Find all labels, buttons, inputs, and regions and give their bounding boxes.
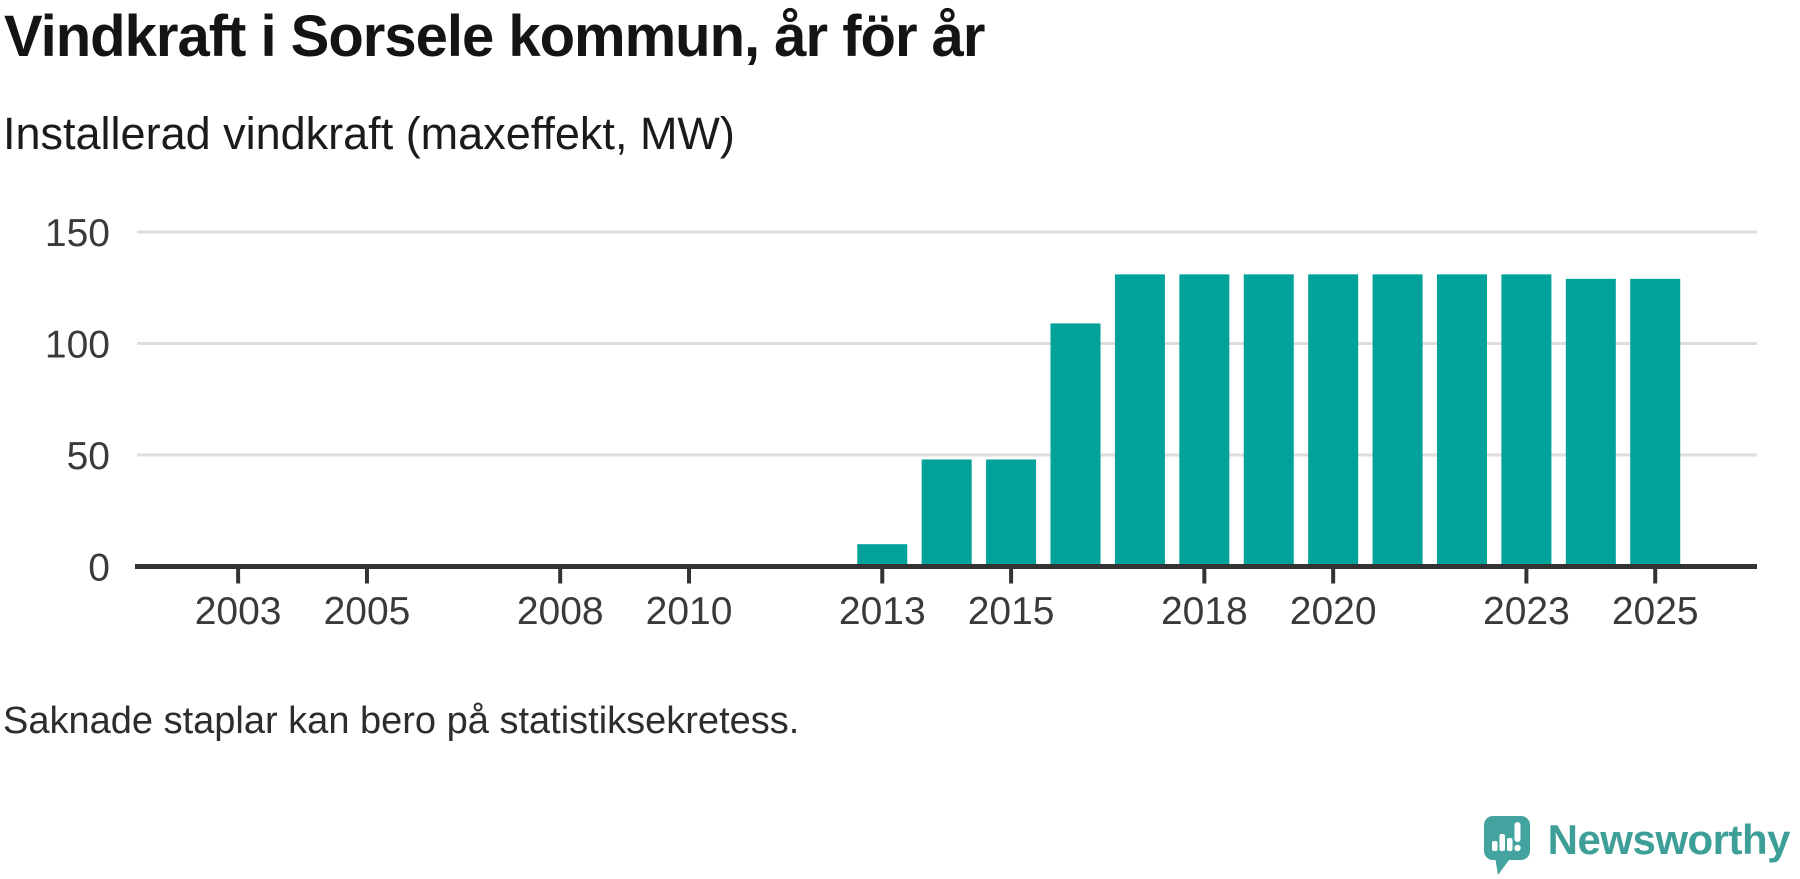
bar-2020 (1308, 274, 1359, 567)
x-tick-label: 2003 (195, 590, 282, 633)
bar-2021 (1372, 274, 1423, 567)
y-tick-label: 0 (88, 547, 110, 590)
bar-2016 (1050, 323, 1101, 567)
x-tick-label: 2023 (1483, 590, 1570, 633)
x-tick-label: 2005 (324, 590, 411, 633)
newsworthy-wordmark: Newsworthy (1547, 816, 1791, 863)
logo-exclamation-dot (1513, 844, 1521, 852)
x-tick-label: 2025 (1612, 590, 1699, 633)
x-tick-label: 2020 (1290, 590, 1377, 633)
logo-bar-3 (1506, 838, 1513, 851)
bar-chart: 2003 2005 2008 2010 2013 2015 2018 2020 2023 2025… (45, 212, 1757, 633)
y-tick-label: 50 (67, 435, 110, 478)
bar-2013 (857, 544, 908, 567)
newsworthy-icon (1483, 816, 1530, 875)
bar-2024 (1565, 278, 1616, 567)
x-tick-label: 2015 (968, 590, 1055, 633)
x-tick-label: 2018 (1161, 590, 1248, 633)
bar-2022 (1436, 274, 1487, 567)
newsworthy-logo: Newsworthy (1483, 815, 1791, 877)
footnote: Saknade staplar kan bero på statistiksek… (3, 700, 800, 742)
y-tick-label: 150 (45, 212, 110, 255)
bar-2019 (1243, 274, 1294, 567)
bar-2015 (986, 459, 1037, 567)
logo-bar-2 (1499, 834, 1505, 851)
logo-exclamation-bar (1514, 822, 1521, 842)
y-tick-label: 100 (45, 324, 110, 367)
x-tick-label: 2008 (517, 590, 604, 633)
x-tick-label: 2010 (646, 590, 733, 633)
bar-2018 (1179, 274, 1230, 567)
page-title: Vindkraft i Sorsele kommun, år för år (4, 4, 985, 69)
chart-subtitle: Installerad vindkraft (maxeffekt, MW) (3, 108, 735, 159)
bar-2025 (1630, 278, 1681, 567)
bar-2014 (921, 459, 972, 567)
x-tick-label: 2013 (839, 590, 926, 633)
bar-2023 (1501, 274, 1552, 567)
logo-bar-1 (1491, 841, 1498, 851)
bar-2017 (1114, 274, 1165, 567)
